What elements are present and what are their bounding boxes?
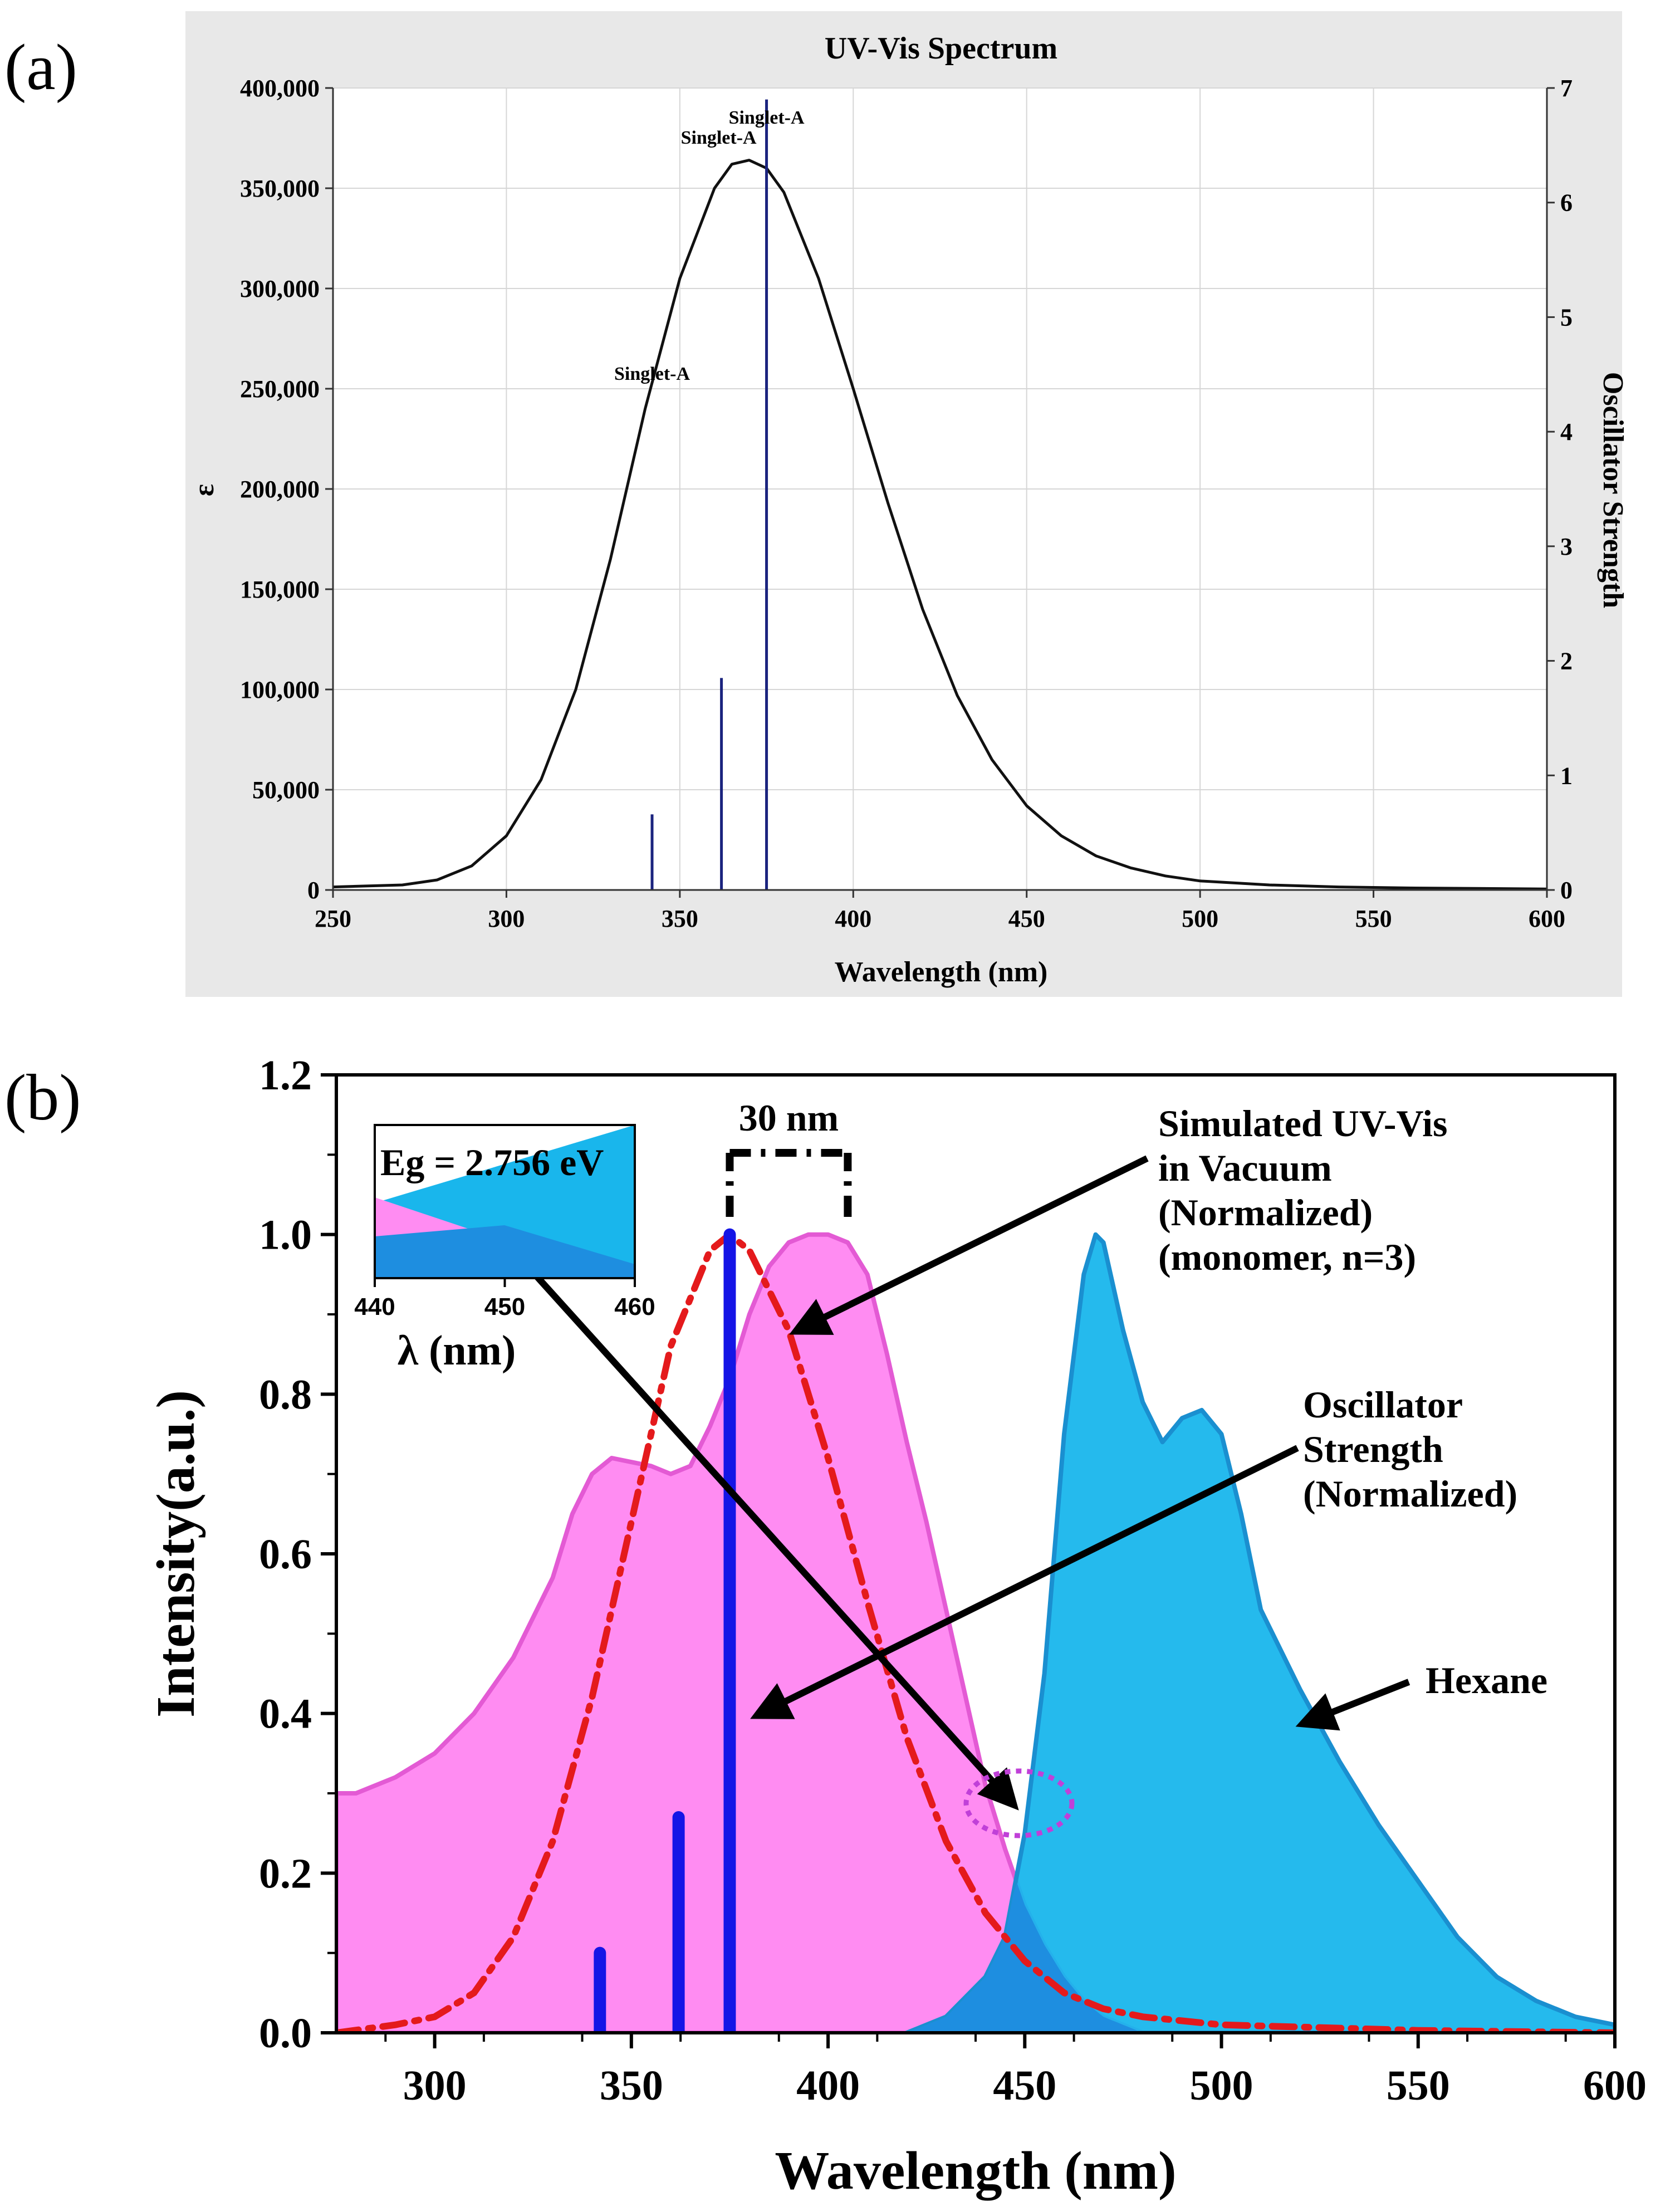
inset-x-tick-label: 460	[614, 1293, 655, 1320]
panel-a-y2-tick-label: 5	[1560, 304, 1573, 331]
panel-b-y-tick-label: 0.6	[259, 1531, 312, 1578]
oscillator-label-line-1: Oscillator	[1303, 1383, 1463, 1426]
panel-a-singlet-label: Singlet-A	[614, 364, 690, 384]
crossing-circle	[963, 1768, 1075, 1838]
simulated-label-line-3: (Normalized)	[1158, 1191, 1373, 1234]
inset-background	[375, 1125, 635, 1203]
inset-x-tick-label: 450	[484, 1293, 525, 1320]
bandgap-inset: Eg = 2.756 eV 440 450 460 λ (nm)	[354, 1124, 655, 1374]
panel-a-y2-tick-label: 0	[1560, 877, 1573, 904]
panel-a-x-tick-label: 600	[1529, 905, 1565, 932]
panel-a-y-tick-label: 0	[307, 877, 320, 904]
panel-a-x-tick-label: 450	[1008, 905, 1045, 932]
inset-overlap-fill	[375, 1225, 635, 1278]
panel-b-y-tick-label: 0.4	[259, 1691, 312, 1738]
panel-a-y2-tick-label: 7	[1560, 75, 1573, 102]
inset-eg-label: Eg = 2.756 eV	[380, 1141, 604, 1183]
gap-bracket: 30 nm	[726, 1097, 852, 1217]
gap-label: 30 nm	[739, 1097, 839, 1139]
oscillator-arrow	[750, 1445, 1299, 1719]
panel-a-y2-axis-label: Oscillator Strength	[1597, 372, 1629, 608]
oscillator-label-line-2: Strength	[1303, 1428, 1443, 1470]
simulated-label-line-2: in Vacuum	[1158, 1147, 1332, 1189]
panel-b-y-tick-label: 0.0	[259, 2010, 312, 2057]
panel-a-x-tick-label: 500	[1182, 905, 1218, 932]
panel-a-y-tick-label: 350,000	[240, 175, 320, 202]
panel-a-title: UV-Vis Spectrum	[825, 31, 1057, 66]
panel-b-x-tick-label: 450	[993, 2062, 1056, 2109]
panel-b-x-tick-label: 300	[403, 2062, 467, 2109]
panel-a-x-axis-label: Wavelength (nm)	[835, 956, 1048, 988]
panel-a-x-tick-label: 300	[488, 905, 525, 932]
panel-a-y-axis-label: ε	[188, 484, 220, 496]
panel-a-x-tick-label: 400	[835, 905, 871, 932]
panel-b-y-tick-label: 1.0	[259, 1212, 312, 1259]
panel-b-x-axis-label: Wavelength (nm)	[775, 2141, 1176, 2201]
panel-a-x-tick-label: 250	[315, 905, 351, 932]
hexane-arrow	[1295, 1679, 1410, 1731]
simulated-label-line-1: Simulated UV-Vis	[1158, 1102, 1447, 1144]
panel-b-x-tick-label: 500	[1190, 2062, 1253, 2109]
panel-a-y-tick-label: 150,000	[240, 576, 320, 603]
inset-x-axis-label: λ (nm)	[398, 1327, 516, 1374]
simulated-label-line-4: (monomer, n=3)	[1158, 1236, 1416, 1278]
panel-a-x-tick-label: 350	[662, 905, 698, 932]
panel-b-y-axis-label: Intensity(a.u.)	[146, 1390, 206, 1718]
panel-a-chart: 250 300 350 400 450 500 550 600050,000100,00015…	[185, 11, 1629, 997]
panel-b-y-tick-label: 0.8	[259, 1371, 312, 1418]
panel-b-x-tick-label: 550	[1387, 2062, 1450, 2109]
panel-a-y-tick-label: 200,000	[240, 476, 320, 503]
panel-a-x-tick-label: 550	[1355, 905, 1392, 932]
panel-a-y-tick-label: 300,000	[240, 275, 320, 302]
panel-b-x-tick-label: 350	[600, 2062, 663, 2109]
inset-x-tick-label: 440	[354, 1293, 395, 1320]
panel-b-x-tick-label: 400	[796, 2062, 860, 2109]
panel-a-singlet-label: Singlet-A	[681, 128, 757, 148]
bandgap-arrow	[493, 1228, 1019, 1811]
panel-a-y2-tick-label: 6	[1560, 189, 1573, 217]
hexane-label: Hexane	[1426, 1659, 1547, 1701]
simulated-uvvis-curve	[336, 1230, 1615, 2033]
panel-b-chart: 300 350 400 450 500 550 600 0.0 0.2 0.4 0.6 0.8 1.0 1…	[146, 1052, 1647, 2201]
panel-label-a: (a)	[4, 31, 77, 104]
panel-a-y-tick-label: 400,000	[240, 75, 320, 102]
panel-a-y-tick-label: 250,000	[240, 375, 320, 403]
panel-a-y2-tick-label: 4	[1560, 418, 1573, 446]
panel-label-b: (b)	[4, 1061, 81, 1134]
hexane-emission-area	[904, 1232, 1615, 2033]
panel-a-y2-tick-label: 2	[1560, 648, 1573, 675]
oscillator-label-line-3: (Normalized)	[1303, 1473, 1517, 1515]
panel-a-y-tick-label: 100,000	[240, 676, 320, 703]
panel-b-x-tick-label: 600	[1583, 2062, 1647, 2109]
panel-a-singlet-label: Singlet-A	[729, 107, 805, 128]
simulated-arrow	[789, 1155, 1149, 1335]
panel-b-y-tick-label: 1.2	[259, 1052, 312, 1099]
panel-b-y-tick-label: 0.2	[259, 1850, 312, 1897]
panel-a-y2-tick-label: 3	[1560, 533, 1573, 560]
panel-a-y2-tick-label: 1	[1560, 762, 1573, 789]
panel-a-y-tick-label: 50,000	[252, 776, 320, 804]
panel-a-spectrum-line	[333, 159, 1547, 890]
